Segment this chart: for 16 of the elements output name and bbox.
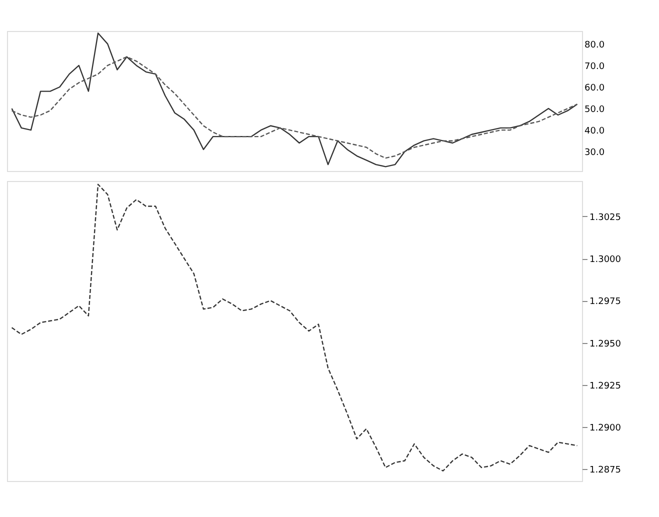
y-tick-label: 80.0 [584,40,605,50]
y-tick-label: 50.0 [584,105,605,116]
y-tick-label: 1.2925 [590,381,621,392]
y-tick-label: 1.2975 [590,297,621,308]
line-series [11,184,578,472]
y-tick-label: 30.0 [584,148,605,158]
y-tick-label: 40.0 [584,126,605,137]
y-tick-label: 1.3025 [590,212,621,223]
line-series [11,56,578,159]
y-tick-label: 60.0 [584,84,605,94]
line-series [11,32,578,168]
y-tick-label: 1.2900 [590,424,622,434]
y-tick-label: 1.2950 [590,339,622,350]
y-tick-label: 70.0 [584,62,605,72]
y-tick-label: 1.3000 [590,255,622,266]
y-tick-label: 1.2875 [590,466,621,476]
